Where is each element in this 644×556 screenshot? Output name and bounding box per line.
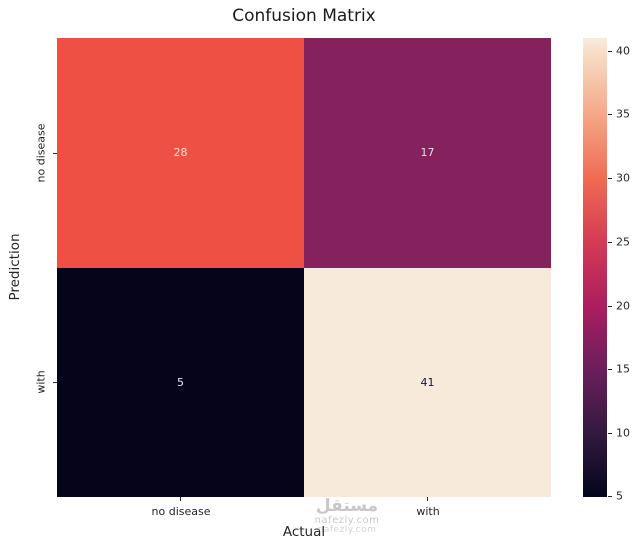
colorbar-tick-mark (608, 242, 612, 243)
colorbar-tick-mark (608, 51, 612, 52)
colorbar-tick-label: 25 (616, 235, 630, 249)
colorbar-tick-label: 35 (616, 107, 630, 121)
y-tick-label-with: with (34, 370, 48, 394)
colorbar-tick-mark (608, 496, 612, 497)
cell-annotation: 41 (420, 375, 435, 389)
colorbar-tick-mark (608, 306, 612, 307)
x-tick-label-with: with (416, 505, 440, 518)
x-axis-label: Actual (282, 524, 326, 540)
chart-title: Confusion Matrix (232, 6, 376, 26)
heatmap-cell-r0c1: 17 (304, 38, 551, 268)
heatmap-cell-r0c0: 28 (57, 38, 304, 268)
colorbar-tick-label: 5 (616, 489, 623, 503)
colorbar-tick-label: 15 (616, 362, 630, 376)
heatmap-cell-r1c0: 5 (57, 267, 304, 497)
x-tick-mark (180, 497, 181, 501)
cell-annotation: 28 (173, 146, 188, 160)
x-tick-label-no-disease: no disease (151, 505, 211, 518)
colorbar-tick-label: 40 (616, 44, 630, 58)
colorbar-tick-label: 30 (616, 171, 630, 185)
colorbar-tick-label: 10 (616, 426, 630, 440)
y-tick-label-no-disease: no disease (34, 123, 48, 183)
cell-annotation: 5 (177, 375, 184, 389)
y-tick-mark (53, 382, 57, 383)
x-tick-mark (427, 497, 428, 501)
colorbar-tick-mark (608, 369, 612, 370)
y-tick-mark (53, 153, 57, 154)
colorbar-tick-mark (608, 114, 612, 115)
watermark-arabic-text: مستقل (315, 496, 379, 516)
colorbar-tick-label: 20 (616, 299, 630, 313)
colorbar-tick-mark (608, 433, 612, 434)
heatmap-grid: 28 17 5 41 (57, 38, 551, 497)
colorbar-gradient (583, 38, 607, 497)
y-axis-label: Prediction (7, 233, 23, 301)
cell-annotation: 17 (420, 146, 435, 160)
colorbar-tick-mark (608, 178, 612, 179)
heatmap-cell-r1c1: 41 (304, 267, 551, 497)
